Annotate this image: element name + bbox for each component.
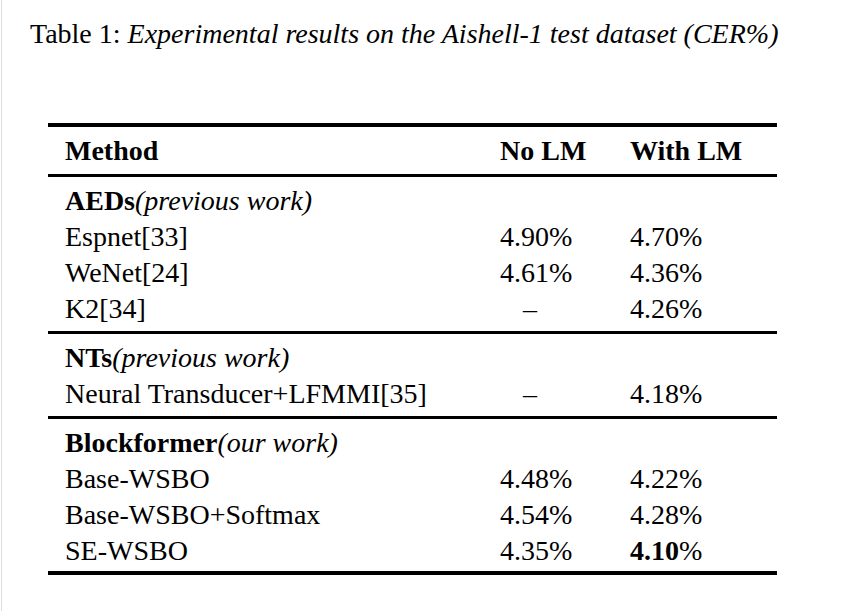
page-edge-line <box>1 0 2 611</box>
section-header-row: AEDs(previous work) <box>48 183 777 219</box>
table-row: SE-WSBO4.35%4.10% <box>48 533 777 569</box>
method-cell: Neural Transducer+LFMMI[35] <box>48 376 500 412</box>
with-lm-cell: 4.36% <box>630 255 777 291</box>
method-cell: Espnet[33] <box>48 219 500 255</box>
no-lm-cell: – <box>500 291 630 327</box>
with-lm-cell: 4.22% <box>630 461 777 497</box>
caption-title: Experimental results on the Aishell-1 te… <box>128 18 779 49</box>
no-lm-cell: 4.61% <box>500 255 630 291</box>
col-header-no-lm: No LM <box>500 135 630 167</box>
table-row: Espnet[33]4.90%4.70% <box>48 219 777 255</box>
table-body: AEDs(previous work)Espnet[33]4.90%4.70%W… <box>48 177 777 571</box>
table-row: Base-WSBO4.48%4.22% <box>48 461 777 497</box>
no-lm-cell: 4.48% <box>500 461 630 497</box>
table-section-blockformer: Blockformer(our work)Base-WSBO4.48%4.22%… <box>48 419 777 571</box>
caption-label: Table 1: <box>30 18 121 49</box>
table-caption: Table 1: Experimental results on the Ais… <box>30 17 794 50</box>
no-lm-cell: 4.54% <box>500 497 630 533</box>
no-lm-cell: 4.90% <box>500 219 630 255</box>
method-cell: Base-WSBO+Softmax <box>48 497 500 533</box>
col-header-method: Method <box>48 135 500 167</box>
table-row: Neural Transducer+LFMMI[35]–4.18% <box>48 376 777 412</box>
table-row: Base-WSBO+Softmax4.54%4.28% <box>48 497 777 533</box>
table-section-nts: NTs(previous work)Neural Transducer+LFMM… <box>48 334 777 419</box>
section-header-row: NTs(previous work) <box>48 340 777 376</box>
table-row: WeNet[24]4.61%4.36% <box>48 255 777 291</box>
with-lm-cell: 4.18% <box>630 376 777 412</box>
section-title: AEDs(previous work) <box>48 183 500 219</box>
table-row: K2[34]–4.26% <box>48 291 777 327</box>
with-lm-cell: 4.70% <box>630 219 777 255</box>
section-title: Blockformer(our work) <box>48 425 500 461</box>
no-lm-cell: – <box>500 376 630 412</box>
col-header-with-lm: With LM <box>630 135 777 167</box>
method-cell: K2[34] <box>48 291 500 327</box>
section-header-row: Blockformer(our work) <box>48 425 777 461</box>
with-lm-cell: 4.10% <box>630 533 777 569</box>
results-table: Method No LM With LM AEDs(previous work)… <box>48 123 777 575</box>
with-lm-cell: 4.28% <box>630 497 777 533</box>
method-cell: Base-WSBO <box>48 461 500 497</box>
section-title: NTs(previous work) <box>48 340 500 376</box>
method-cell: WeNet[24] <box>48 255 500 291</box>
table-section-aeds: AEDs(previous work)Espnet[33]4.90%4.70%W… <box>48 177 777 334</box>
table-header-row: Method No LM With LM <box>48 127 777 177</box>
method-cell: SE-WSBO <box>48 533 500 569</box>
no-lm-cell: 4.35% <box>500 533 630 569</box>
with-lm-cell: 4.26% <box>630 291 777 327</box>
